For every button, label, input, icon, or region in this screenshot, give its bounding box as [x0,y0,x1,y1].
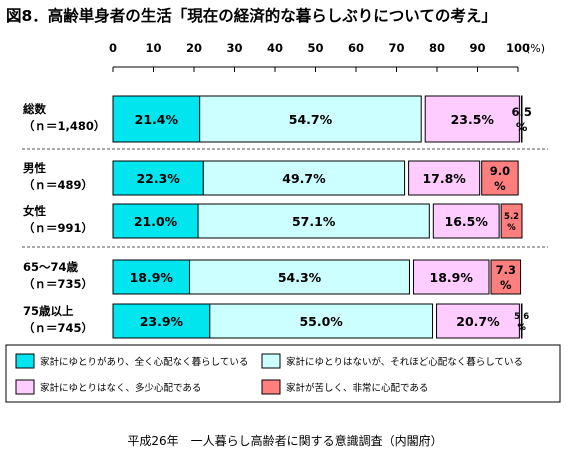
bar-segment [209,303,434,339]
legend-label: 家計にゆとりはなく、多少心配である [40,382,201,394]
bar-segment [197,203,430,239]
bar-segment [202,160,406,196]
data-label: 57.1% [292,214,336,229]
x-tick-label: 10 [145,41,161,55]
data-label: 21.4% [135,112,179,127]
bar-segment [500,203,523,239]
legend-label: 家計が苦しく、非常に心配である [286,382,428,394]
x-tick-label: 40 [267,41,283,55]
bar-segment [520,95,523,143]
source-note: 平成26年 一人暮らし高齢者に関する意識調査（内閣府） [127,434,443,448]
row-label: 65～74歳 [23,260,79,274]
bar-segment [424,95,520,143]
data-label: 6.5 [512,105,532,119]
bar-segment [490,259,522,295]
x-tick-label: 0 [109,41,117,55]
data-label-unit: % [517,323,526,333]
data-label: 21.0% [134,214,178,229]
x-tick-label: 20 [186,41,202,55]
data-label: 7.3 [496,263,516,277]
legend-swatch [15,353,35,369]
row-label: 総数 [23,102,46,116]
row-label: 女性 [23,204,46,218]
data-label: 20.7% [456,314,500,329]
data-label-unit: % [507,223,516,233]
data-label: 23.9% [140,314,184,329]
bar-segment [412,259,490,295]
x-tick-label: 60 [348,41,364,55]
data-label-unit: % [500,278,512,292]
row-sample-size: （ｎ＝745） [23,321,93,335]
x-tick-label: 90 [469,41,485,55]
row-label: 男性 [23,161,46,175]
row-sample-size: （ｎ＝1,480） [23,119,105,133]
data-label: 54.7% [289,112,333,127]
data-label-unit: % [516,120,528,134]
data-label: 49.7% [282,171,326,186]
x-tick-label: 80 [429,41,445,55]
data-label: 9.0 [490,164,510,178]
data-label: 23.5% [451,112,495,127]
data-label: 55.0% [299,314,343,329]
row-sample-size: （ｎ＝489） [23,178,93,192]
legend-box [5,344,561,403]
bar-segment [189,259,410,295]
legend-swatch [261,379,281,395]
legend-label: 家計にゆとりがあり、全く心配なく暮らしている [40,356,248,368]
x-axis-unit: (%) [526,42,545,55]
data-label-unit: % [494,179,506,193]
data-label: 22.3% [136,171,180,186]
row-sample-size: （ｎ＝991） [23,221,93,235]
x-tick-label: 70 [388,41,404,55]
data-label: 5.6 [514,312,529,322]
bar-segment [112,303,211,339]
bar-segment [112,259,191,295]
data-label: 16.5% [445,214,489,229]
data-label: 5.2 [504,212,519,222]
bar-segment [432,203,500,239]
legend-swatch [15,379,35,395]
data-label: 18.9% [130,270,174,285]
legend-label: 家計にゆとりはないが、それほど心配なく暮らしている [286,356,523,368]
data-label: 18.9% [430,270,474,285]
chart-title: 図8．高齢単身者の生活「現在の経済的な暮らしぶりについての考え」 [6,7,497,25]
bar-segment [520,303,523,339]
data-label: 17.8% [422,171,466,186]
row-label: 75歳以上 [23,304,74,318]
x-tick-label: 30 [226,41,242,55]
bar-segment [481,160,519,196]
row-sample-size: （ｎ＝735） [23,277,93,291]
bar-segment [408,160,481,196]
bar-segment [112,160,204,196]
x-tick-label: 100 [506,41,530,55]
legend-swatch [261,353,281,369]
data-label: 54.3% [278,270,322,285]
x-tick-label: 50 [307,41,323,55]
bar-segment [436,303,520,339]
bar-segment [199,95,422,143]
